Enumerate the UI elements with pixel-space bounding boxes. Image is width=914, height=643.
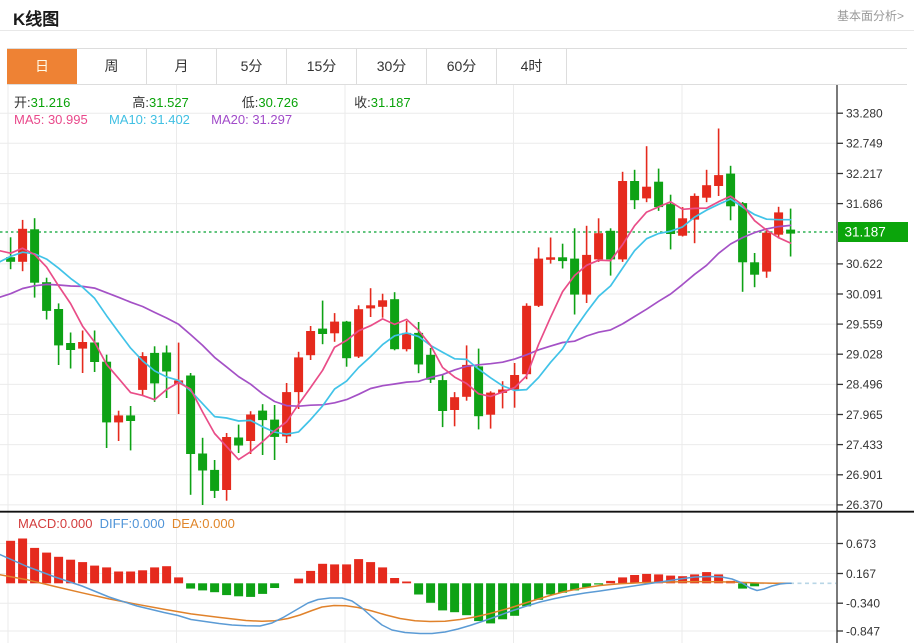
- svg-text:31.187: 31.187: [845, 225, 886, 240]
- svg-text:28.496: 28.496: [846, 378, 883, 392]
- svg-text:29.559: 29.559: [846, 317, 883, 331]
- svg-text:30.622: 30.622: [846, 257, 883, 271]
- svg-text:-0.847: -0.847: [846, 624, 880, 638]
- svg-text:31.686: 31.686: [846, 197, 883, 211]
- svg-text:0.673: 0.673: [846, 537, 876, 551]
- svg-text:27.433: 27.433: [846, 438, 883, 452]
- svg-text:27.965: 27.965: [846, 408, 883, 422]
- svg-text:0.167: 0.167: [846, 567, 876, 581]
- svg-text:29.028: 29.028: [846, 348, 883, 362]
- svg-text:26.901: 26.901: [846, 468, 883, 482]
- svg-text:33.280: 33.280: [846, 107, 883, 121]
- svg-text:32.217: 32.217: [846, 167, 883, 181]
- svg-text:-0.340: -0.340: [846, 597, 880, 611]
- svg-text:26.370: 26.370: [846, 498, 883, 512]
- svg-text:30.091: 30.091: [846, 287, 883, 301]
- svg-text:32.749: 32.749: [846, 137, 883, 151]
